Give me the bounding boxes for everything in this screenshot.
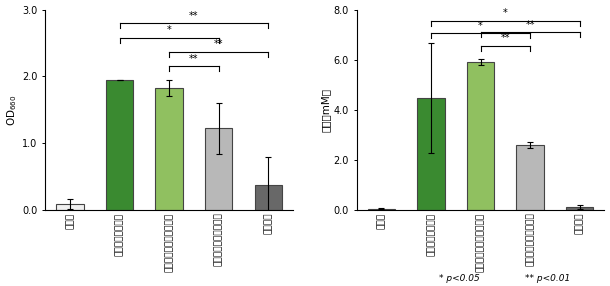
Text: * p<0.05: * p<0.05 xyxy=(439,274,480,283)
Bar xyxy=(566,207,593,210)
Text: **: ** xyxy=(501,33,510,43)
Bar xyxy=(106,80,133,210)
Bar xyxy=(517,145,544,210)
Bar xyxy=(467,62,494,210)
Text: *: * xyxy=(167,25,171,35)
Y-axis label: 酢酸（mM）: 酢酸（mM） xyxy=(321,88,331,132)
Bar xyxy=(368,209,395,210)
Text: **: ** xyxy=(214,39,223,49)
Bar xyxy=(205,128,232,210)
Bar xyxy=(56,204,84,210)
Text: ** p<0.01: ** p<0.01 xyxy=(525,274,570,283)
Y-axis label: OD$_{660}$: OD$_{660}$ xyxy=(5,94,20,126)
Text: **: ** xyxy=(189,54,199,64)
Bar xyxy=(156,88,183,210)
Text: *: * xyxy=(503,8,508,18)
Text: **: ** xyxy=(525,20,535,30)
Text: *: * xyxy=(478,21,483,31)
Bar xyxy=(254,185,282,210)
Text: **: ** xyxy=(189,11,199,21)
Bar xyxy=(417,98,445,210)
